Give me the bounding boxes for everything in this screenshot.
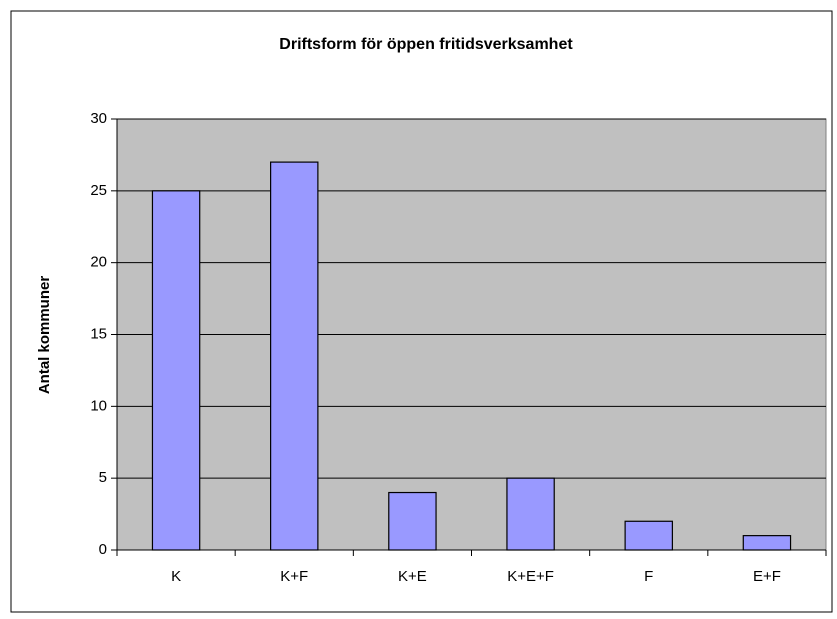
chart-title: Driftsform för öppen fritidsverksamhet [279,36,573,53]
bar [624,520,673,551]
bar [742,535,792,551]
y-tick-label: 5 [99,469,107,486]
x-tick-label: K+E+F [507,568,554,585]
y-tick-label: 30 [90,110,107,127]
x-tick-label: K [171,568,181,585]
y-tick-label: 15 [90,325,107,342]
y-tick-label: 25 [90,182,107,199]
x-tick-label: F [644,568,653,585]
bar [506,477,555,551]
x-tick-label: K+E [398,568,427,585]
bar [388,491,437,551]
y-axis-label: Antal kommuner [36,276,53,395]
bar [270,161,319,551]
y-tick-label: 10 [90,397,107,414]
x-tick-label: E+F [753,568,781,585]
bar [151,190,201,551]
y-tick-label: 20 [90,254,107,271]
y-tick-label: 0 [99,541,107,558]
x-tick-label: K+F [280,568,308,585]
